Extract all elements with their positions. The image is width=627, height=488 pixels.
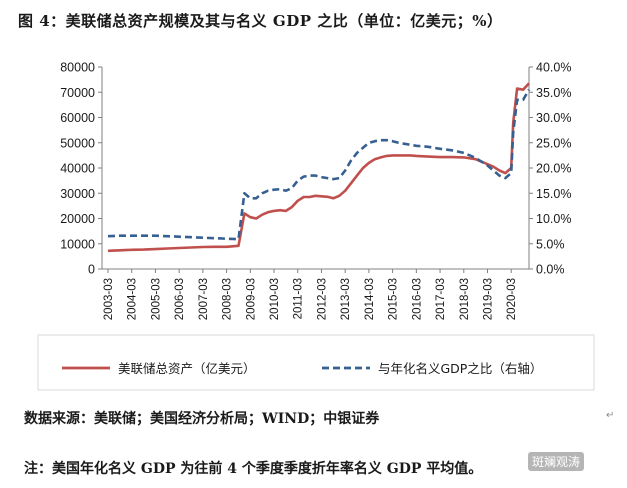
right-axis-tick-label: 15.0% (536, 187, 571, 201)
x-axis-tick-label: 2014-03 (364, 278, 376, 320)
x-axis-tick-label: 2008-03 (222, 278, 234, 320)
x-axis-tick-label: 2011-03 (293, 278, 305, 319)
left-axis-tick-label: 70000 (60, 86, 95, 100)
chart-legend: 美联储总资产（亿美元） 与年化名义GDP之比（右轴） (37, 334, 595, 391)
x-axis-tick-label: 2010-03 (269, 278, 281, 320)
chart-series (107, 82, 531, 253)
series-line-gdp-ratio (107, 89, 531, 241)
left-axis-tick-label: 20000 (60, 212, 95, 226)
right-axis-tick-label: 35.0% (536, 86, 571, 100)
x-axis-tick-label: 2018-03 (459, 278, 471, 320)
chart-title: 图 4：美联储总资产规模及其与名义 GDP 之比（单位：亿美元；%） (18, 12, 503, 30)
x-axis-tick-label: 2016-03 (411, 278, 423, 320)
legend-label-gdp-ratio: 与年化名义GDP之比（右轴） (378, 361, 542, 376)
left-axis-tick-label: 60000 (60, 111, 95, 125)
right-axis-tick-label: 40.0% (536, 61, 571, 75)
x-axis-tick-label: 2009-03 (245, 278, 257, 320)
x-axis-tick-label: 2006-03 (174, 278, 186, 320)
series-line-total-assets (107, 82, 530, 253)
left-axis-tick-label: 10000 (60, 237, 95, 251)
left-axis-tick-label: 30000 (60, 187, 95, 201)
right-axis-tick-label: 20.0% (536, 162, 571, 176)
x-axis-ticks: 2003-03 2004-03 2005-03 2006-03 2007-03 2008-… (103, 269, 518, 320)
edit-mark-icon: ↵ (606, 410, 615, 421)
right-axis-tick-label: 0.0% (536, 263, 565, 277)
right-axis-tick-label: 25.0% (536, 136, 571, 150)
x-axis-tick-label: 2020-03 (506, 278, 518, 320)
right-axis-ticks: 0.0% 5.0% 10.0% 15.0% 20.0% 25.0% 30.0% 35.0% 40… (529, 61, 571, 277)
chart: 0 10000 20000 30000 40000 50000 60000 70000 8000… (37, 61, 595, 391)
left-axis-tick-label: 0 (88, 263, 95, 277)
watermark: 斑斓观涛 (528, 452, 585, 471)
x-axis-tick-label: 2013-03 (340, 278, 352, 320)
x-axis-tick-label: 2012-03 (316, 278, 328, 320)
left-axis-tick-label: 50000 (60, 136, 95, 150)
legend-frame (37, 334, 595, 391)
chart-axes (101, 67, 530, 270)
x-axis-tick-label: 2017-03 (435, 278, 447, 320)
left-axis-tick-label: 40000 (60, 162, 95, 176)
legend-label-total-assets: 美联储总资产（亿美元） (118, 361, 256, 376)
data-source-text: 数据来源：美联储；美国经济分析局；WIND；中银证券 (24, 411, 380, 427)
left-axis-tick-label: 80000 (60, 61, 95, 75)
x-axis-tick-label: 2019-03 (482, 278, 494, 320)
x-axis-tick-label: 2005-03 (150, 278, 162, 320)
x-axis-tick-label: 2015-03 (388, 278, 400, 320)
left-axis-ticks: 0 10000 20000 30000 40000 50000 60000 70000 8000… (60, 61, 102, 277)
right-axis-tick-label: 10.0% (536, 212, 571, 226)
x-axis-tick-label: 2004-03 (127, 278, 139, 320)
right-axis-tick-label: 30.0% (536, 111, 571, 125)
x-axis-tick-label: 2007-03 (198, 278, 210, 320)
x-axis-tick-label: 2003-03 (103, 278, 115, 320)
right-axis-tick-label: 5.0% (536, 237, 565, 251)
footnote-text: 注：美国年化名义 GDP 为往前 4 个季度季度折年率名义 GDP 平均值。 (24, 461, 483, 477)
